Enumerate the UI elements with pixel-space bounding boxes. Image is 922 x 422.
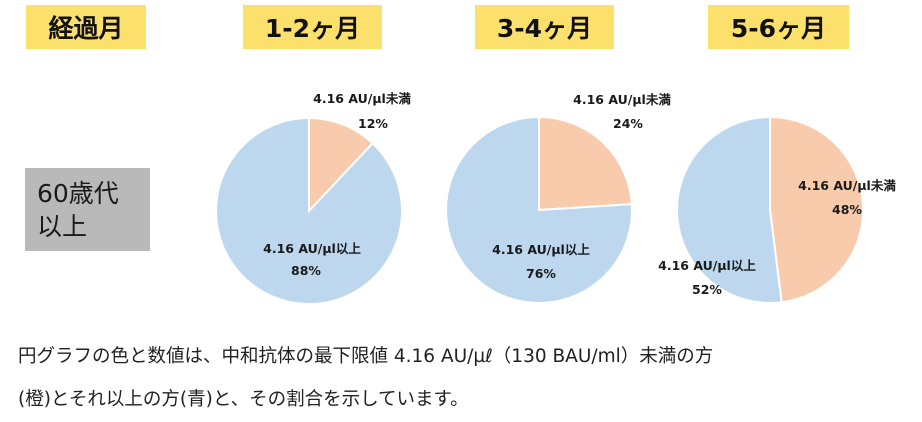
footer-note: 円グラフの色と数値は、中和抗体の最下限値 4.16 AU/µℓ（130 BAU/… bbox=[18, 335, 908, 421]
pie-2-value-below: 24% bbox=[613, 116, 643, 131]
pie-1-label-below: 4.16 AU/µl未満 bbox=[313, 91, 411, 106]
pie-2-value-above: 76% bbox=[526, 266, 556, 281]
pie-charts: 4.16 AU/µl未満 12% 4.16 AU/µl以上 88% 4.16 AU/µl… bbox=[215, 91, 896, 305]
pie-1-value-below: 12% bbox=[358, 116, 388, 131]
pie-1-slice-below bbox=[308, 116, 375, 214]
pie-3-slice-above bbox=[676, 115, 783, 304]
row-label-line-2: 以上 bbox=[37, 212, 88, 241]
pie-3-slice-below bbox=[769, 115, 865, 304]
header-5-6-months: 5-6ヶ月 bbox=[708, 5, 849, 49]
pie-1-label-above: 4.16 AU/µl以上 bbox=[263, 241, 361, 256]
pie-2-label-above: 4.16 AU/µl以上 bbox=[492, 242, 590, 257]
pie-1-value-above: 88% bbox=[291, 263, 321, 278]
footer-line-1: 円グラフの色と数値は、中和抗体の最下限値 4.16 AU/µℓ（130 BAU/… bbox=[18, 346, 714, 367]
pie-2-slice-below bbox=[538, 115, 633, 212]
pie-3-value-above: 52% bbox=[692, 282, 722, 297]
pie-3-label-below: 4.16 AU/µl未満 bbox=[798, 178, 896, 193]
header-3-4-months: 3-4ヶ月 bbox=[475, 5, 614, 49]
pie-2-slice-above bbox=[445, 115, 633, 304]
pie-2-label-below: 4.16 AU/µl未満 bbox=[573, 92, 671, 107]
header-elapsed-month: 経過月 bbox=[26, 5, 146, 49]
header-1-2-months: 1-2ヶ月 bbox=[243, 5, 382, 49]
pie-1-slice-above bbox=[215, 116, 403, 305]
row-label-line-1: 60歳代 bbox=[37, 179, 119, 208]
pie-3-value-below: 48% bbox=[832, 202, 862, 217]
pie-3-label-above: 4.16 AU/µl以上 bbox=[658, 258, 756, 273]
row-label-age-group: 60歳代 以上 bbox=[25, 168, 150, 251]
footer-line-2: (橙)とそれ以上の方(青)と、その割合を示しています。 bbox=[18, 389, 469, 410]
